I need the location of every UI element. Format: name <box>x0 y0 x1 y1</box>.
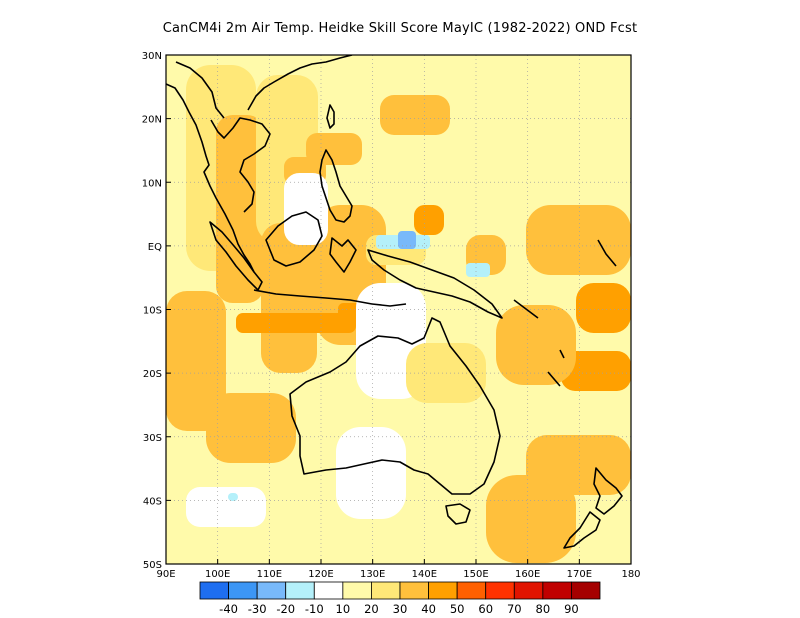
longitude-labels: 90E 100E 110E 120E 130E 140E 150E 160E 170E 180 <box>156 559 641 580</box>
coastline-philippines <box>319 149 353 223</box>
skill-region <box>486 475 576 563</box>
coastline-nz-north <box>593 467 623 515</box>
coastline-borneo <box>265 211 323 267</box>
lon-tick-label: 140E <box>412 569 437 580</box>
lon-tick-label: 100E <box>205 569 230 580</box>
colorbar-swatch <box>342 581 372 600</box>
negative-skill-region <box>228 493 238 501</box>
colorbar-label: -40 <box>219 602 238 616</box>
colorbar-swatch <box>513 581 544 600</box>
coastline-australia <box>289 317 501 495</box>
coastline-new-guinea <box>367 249 503 319</box>
colorbar-label: -30 <box>248 602 267 616</box>
lat-tick-label: 50S <box>143 560 162 571</box>
colorbar-swatch <box>456 581 487 600</box>
lon-tick-label: 170E <box>567 569 592 580</box>
colorbar-swatch <box>542 581 572 600</box>
colorbar-swatch <box>571 581 601 600</box>
skill-region <box>261 223 317 373</box>
colorbar-label: -10 <box>305 602 324 616</box>
colorbar-label: 20 <box>364 602 379 616</box>
lon-tick-label: 130E <box>360 569 385 580</box>
colorbar-label: 90 <box>564 602 579 616</box>
coastline-sulawesi <box>329 237 357 273</box>
coastline-nz-south <box>563 511 601 549</box>
skill-region <box>236 313 356 333</box>
coastlines <box>166 55 623 549</box>
colorbar-swatch <box>256 581 287 600</box>
skill-region <box>561 351 631 391</box>
skill-region <box>380 95 450 135</box>
lon-tick-label: 180 <box>621 569 640 580</box>
negative-skill-region <box>398 231 416 249</box>
colorbar-label: 40 <box>421 602 436 616</box>
colorbar-labels: -40 -30 -20 -10 10 20 30 40 50 60 70 80 90 <box>219 602 579 616</box>
lat-tick-label: 10N <box>142 178 162 189</box>
grid-lines <box>166 55 631 564</box>
skill-field <box>166 55 631 564</box>
coastline-pacific-islands <box>513 239 617 387</box>
colorbar-label: -20 <box>276 602 295 616</box>
skill-region <box>526 205 631 275</box>
colorbar-swatch <box>199 581 229 600</box>
negative-skill-region <box>466 263 490 277</box>
coastline-java <box>253 289 407 307</box>
lon-tick-label: 120E <box>308 569 333 580</box>
coastline-asia <box>166 55 353 273</box>
lon-tick-label: 110E <box>257 569 282 580</box>
colorbar-swatch <box>228 581 258 600</box>
colorbar-label: 80 <box>536 602 551 616</box>
colorbar-swatch <box>313 581 344 600</box>
lon-tick-label: 90E <box>156 569 175 580</box>
colorbar-label: 30 <box>393 602 408 616</box>
latitude-labels: 30N 20N 10N EQ 10S 20S 30S 40S 50S <box>142 51 171 571</box>
colorbar-label: 50 <box>450 602 465 616</box>
skill-region <box>576 283 631 333</box>
lat-tick-label: 20N <box>142 115 162 126</box>
coastline-sumatra <box>209 221 263 291</box>
colorbar-swatch <box>285 581 315 600</box>
lat-tick-label: 40S <box>143 496 162 507</box>
coastline-taiwan <box>326 104 335 129</box>
colorbar-swatch <box>485 581 515 600</box>
lat-tick-label: 30N <box>142 51 162 62</box>
colorbar-label: 70 <box>507 602 522 616</box>
skill-region <box>186 487 266 527</box>
lat-tick-label: 30S <box>143 433 162 444</box>
lon-tick-label: 150E <box>463 569 488 580</box>
skill-region <box>336 427 406 519</box>
lat-tick-label: 20S <box>143 369 162 380</box>
skill-region <box>496 305 576 385</box>
skill-region <box>166 291 226 431</box>
skill-region <box>284 173 328 245</box>
colorbar-label: 10 <box>336 602 351 616</box>
colorbar-label: 60 <box>478 602 493 616</box>
skill-region <box>206 393 296 463</box>
colorbar-swatch <box>371 581 401 600</box>
colorbar-swatch <box>428 581 458 600</box>
skill-region <box>306 133 362 165</box>
coastline-tasmania <box>445 503 471 525</box>
lat-tick-label: EQ <box>148 242 162 253</box>
colorbar <box>199 581 601 600</box>
lon-tick-label: 160E <box>515 569 540 580</box>
colorbar-swatch <box>399 581 429 600</box>
lat-tick-label: 10S <box>143 306 162 317</box>
map-title: CanCM4i 2m Air Temp. Heidke Skill Score … <box>162 21 638 36</box>
skill-region <box>414 205 444 235</box>
